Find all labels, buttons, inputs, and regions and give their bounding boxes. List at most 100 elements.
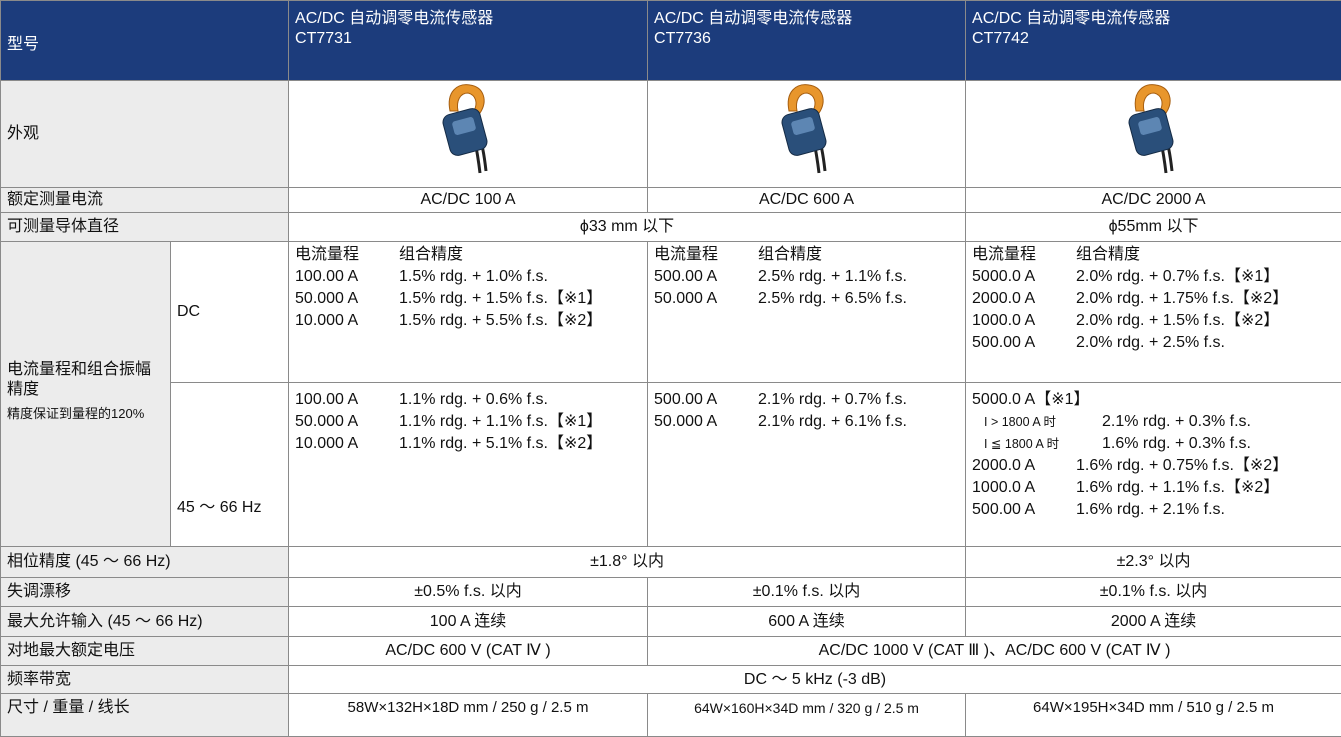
accuracy: 2.1% rdg. + 0.3% f.s.	[1102, 411, 1251, 433]
accuracy: 2.0% rdg. + 0.7% f.s.【※1】	[1076, 266, 1279, 288]
cell: ±2.3° 以内	[966, 547, 1341, 578]
cell: ±1.8° 以内	[289, 547, 966, 578]
range: 100.00 A	[295, 389, 399, 411]
range: 1000.0 A	[972, 477, 1076, 499]
image-cell	[966, 81, 1341, 188]
cell: 600 A 连续	[648, 607, 966, 637]
cell: 2000 A 连续	[966, 607, 1341, 637]
range: 5000.0 A	[972, 266, 1076, 288]
model-name: AC/DC 自动调零电流传感器	[972, 9, 1335, 29]
cell: DC ～ 5 kHz (-3 dB)	[289, 666, 1341, 694]
use	[780, 85, 828, 173]
cell: 100 A 连续	[289, 607, 648, 637]
accuracy-heading: 组合精度	[399, 244, 463, 266]
accuracy: 2.0% rdg. + 1.75% f.s.【※2】	[1076, 288, 1288, 310]
use	[441, 85, 489, 173]
sensor-image	[767, 81, 847, 181]
row-label: 最大允许输入 (45 ～ 66 Hz)	[1, 607, 289, 637]
accuracy: 1.6% rdg. + 2.1% f.s.	[1076, 499, 1225, 521]
row-label: 可测量导体直径	[1, 213, 289, 242]
accuracy: 2.0% rdg. + 1.5% f.s.【※2】	[1076, 310, 1279, 332]
range: 5000.0 A【※1】	[972, 389, 1089, 411]
accuracy: 1.6% rdg. + 0.3% f.s.	[1102, 433, 1251, 455]
note: 精度保证到量程的120%	[7, 400, 164, 428]
sub-label: DC	[171, 242, 289, 383]
cell: AC/DC 100 A	[289, 188, 648, 213]
range-heading: 电流量程	[654, 244, 758, 266]
cell: AC/DC 1000 V (CAT Ⅲ )、AC/DC 600 V (CAT Ⅳ…	[648, 637, 1341, 666]
size-row: 尺寸 / 重量 / 线长 58W×132H×18D mm / 250 g / 2…	[1, 694, 1341, 737]
cell: AC/DC 600 V (CAT Ⅳ )	[289, 637, 648, 666]
cell: AC/DC 2000 A	[966, 188, 1341, 213]
row-label: 额定测量电流	[1, 188, 289, 213]
sensor-image	[1114, 81, 1194, 181]
row-label: 对地最大额定电压	[1, 637, 289, 666]
model-code: CT7736	[654, 29, 959, 49]
accuracy: 2.5% rdg. + 6.5% f.s.	[758, 288, 907, 310]
row-label: 尺寸 / 重量 / 线长	[1, 694, 289, 737]
range: 500.00 A	[972, 499, 1076, 521]
range-heading: 电流量程	[972, 244, 1076, 266]
row-label: 频率带宽	[1, 666, 289, 694]
range: 2000.0 A	[972, 288, 1076, 310]
accuracy: 1.6% rdg. + 0.75% f.s.【※2】	[1076, 455, 1288, 477]
accuracy-heading: 组合精度	[1076, 244, 1140, 266]
offset-row: 失调漂移 ±0.5% f.s. 以内±0.1% f.s. 以内±0.1% f.s…	[1, 578, 1341, 607]
accuracy: 2.0% rdg. + 2.5% f.s.	[1076, 332, 1225, 354]
row-label: 电流量程和组合振幅精度	[7, 360, 164, 400]
range: 2000.0 A	[972, 455, 1076, 477]
cell: ±0.5% f.s. 以内	[289, 578, 648, 607]
accuracy: 1.1% rdg. + 5.1% f.s.【※2】	[399, 433, 602, 455]
range-heading: 电流量程	[295, 244, 399, 266]
range: 50.000 A	[654, 288, 758, 310]
cell: 64W×195H×34D mm / 510 g / 2.5 m	[966, 694, 1341, 737]
condition: I ≦ 1800 A 时	[984, 433, 1102, 455]
accuracy: 1.6% rdg. + 1.1% f.s.【※2】	[1076, 477, 1279, 499]
bandwidth-row: 频率带宽 DC ～ 5 kHz (-3 dB)	[1, 666, 1341, 694]
accuracy-label-cell: 电流量程和组合振幅精度精度保证到量程的120%	[1, 242, 171, 547]
cell: AC/DC 600 A	[648, 188, 966, 213]
row-label: 外观	[1, 81, 289, 188]
header-label: 型号	[1, 1, 289, 81]
range: 1000.0 A	[972, 310, 1076, 332]
phase-row: 相位精度 (45 ～ 66 Hz) ±1.8° 以内±2.3° 以内	[1, 547, 1341, 578]
range: 100.00 A	[295, 266, 399, 288]
cell: ϕ33 mm 以下	[289, 213, 966, 242]
range: 10.000 A	[295, 433, 399, 455]
range: 500.00 A	[654, 266, 758, 288]
row-label: 失调漂移	[1, 578, 289, 607]
line: 电流量程组合精度	[295, 244, 641, 266]
cell: 64W×160H×34D mm / 320 g / 2.5 m	[648, 694, 966, 737]
cell: ±0.1% f.s. 以内	[966, 578, 1341, 607]
range: 50.000 A	[295, 411, 399, 433]
image-cell	[648, 81, 966, 188]
row-label: 相位精度 (45 ～ 66 Hz)	[1, 547, 289, 578]
accuracy: 2.1% rdg. + 0.7% f.s.	[758, 389, 907, 411]
range: 500.00 A	[972, 332, 1076, 354]
